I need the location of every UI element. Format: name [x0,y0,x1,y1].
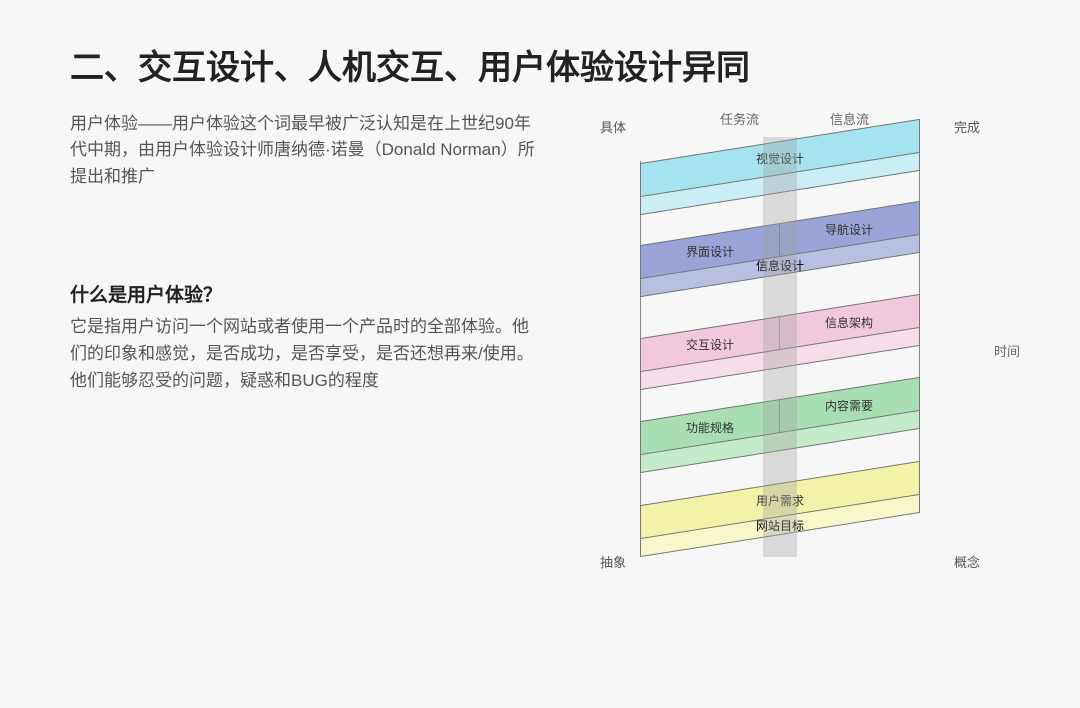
corner-top-left: 具体 [600,117,626,136]
answer-paragraph: 它是指用户访问一个网站或者使用一个产品时的全部体验。他们的印象和感觉，是否成功，… [70,313,540,395]
ux-layers-diagram: 具体 完成 抽象 概念 任务流 信息流 视觉设计界面设计导航设计信息设计交互设计… [580,111,1020,571]
center-divider [763,137,797,557]
corner-bottom-right: 概念 [954,552,980,571]
question-heading: 什么是用户体验？ [70,280,540,307]
time-axis-label: 时间 [994,341,1020,360]
column-header-right: 信息流 [830,109,869,128]
corner-bottom-left: 抽象 [600,552,626,571]
intro-paragraph: 用户体验——用户体验这个词最早被广泛认知是在上世纪90年代中期，由用户体验设计师… [70,111,540,190]
text-column: 用户体验——用户体验这个词最早被广泛认知是在上世纪90年代中期，由用户体验设计师… [70,111,540,571]
column-header-left: 任务流 [720,109,759,128]
layer-stack: 视觉设计界面设计导航设计信息设计交互设计信息架构功能规格内容需要用户需求网站目标 [640,141,920,541]
corner-top-right: 完成 [954,117,980,136]
slide-title: 二、交互设计、人机交互、用户体验设计异同 [70,40,1020,89]
